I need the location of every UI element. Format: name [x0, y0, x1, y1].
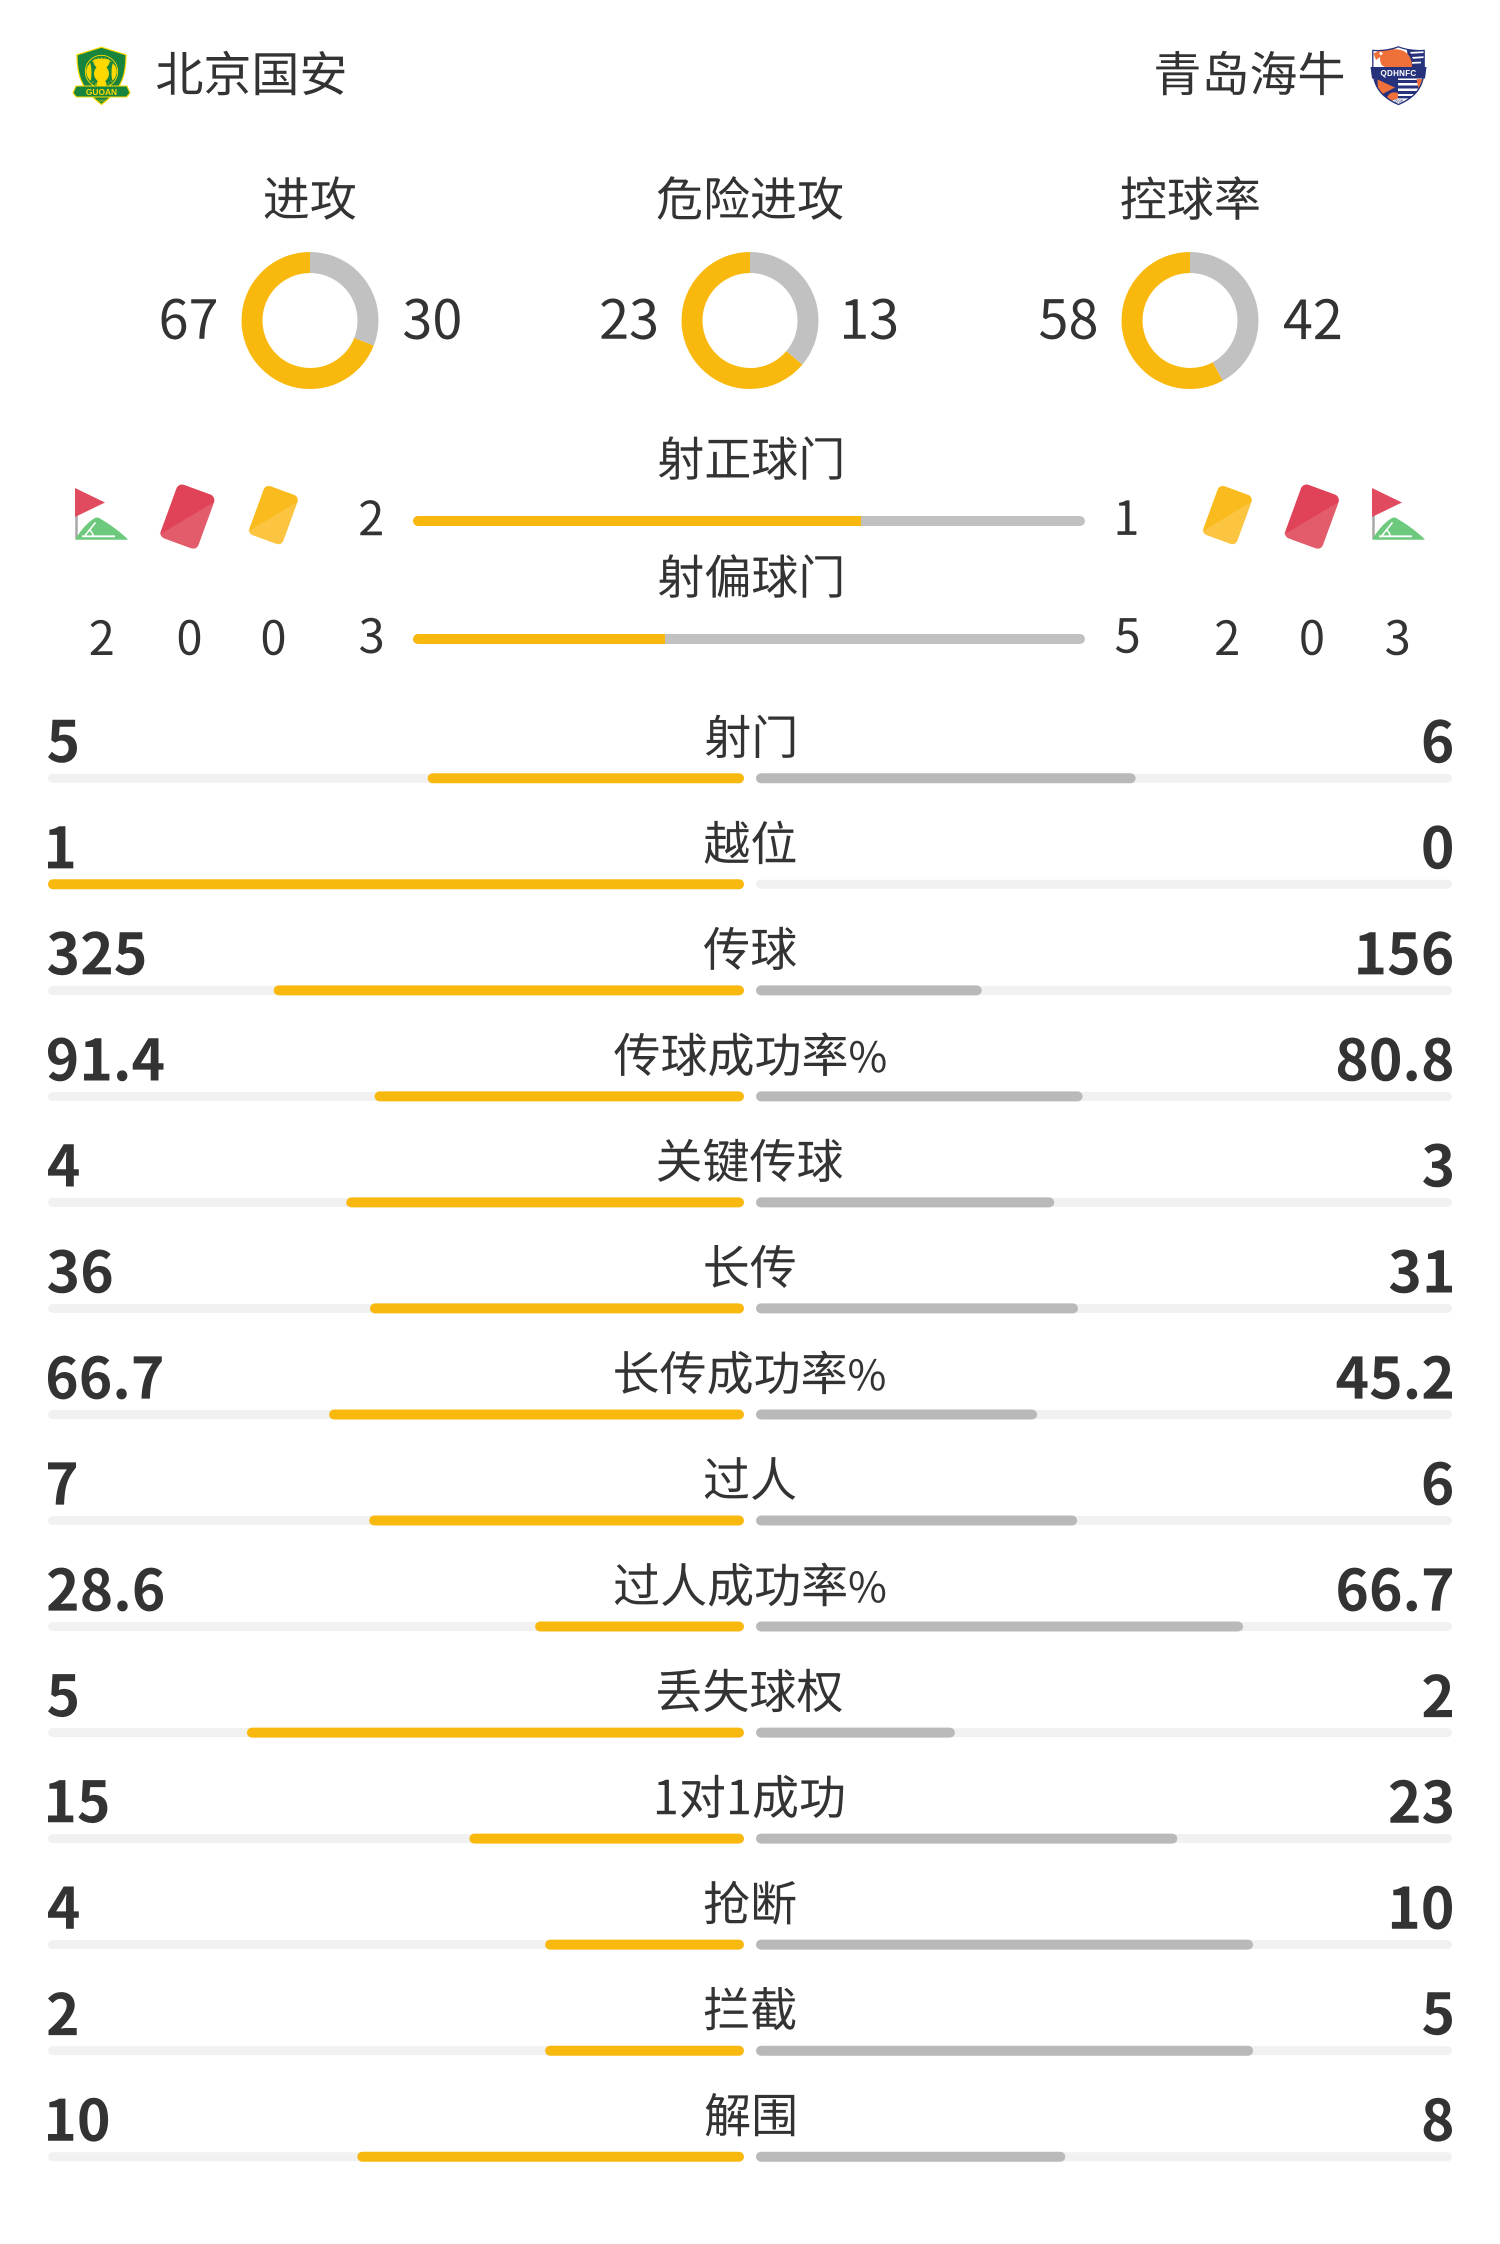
svg-text:QDHNFC: QDHNFC [1380, 69, 1416, 78]
svg-text:1990: 1990 [1394, 99, 1404, 104]
svg-text:1992: 1992 [98, 99, 106, 103]
svg-text:GUOAN: GUOAN [86, 87, 117, 97]
